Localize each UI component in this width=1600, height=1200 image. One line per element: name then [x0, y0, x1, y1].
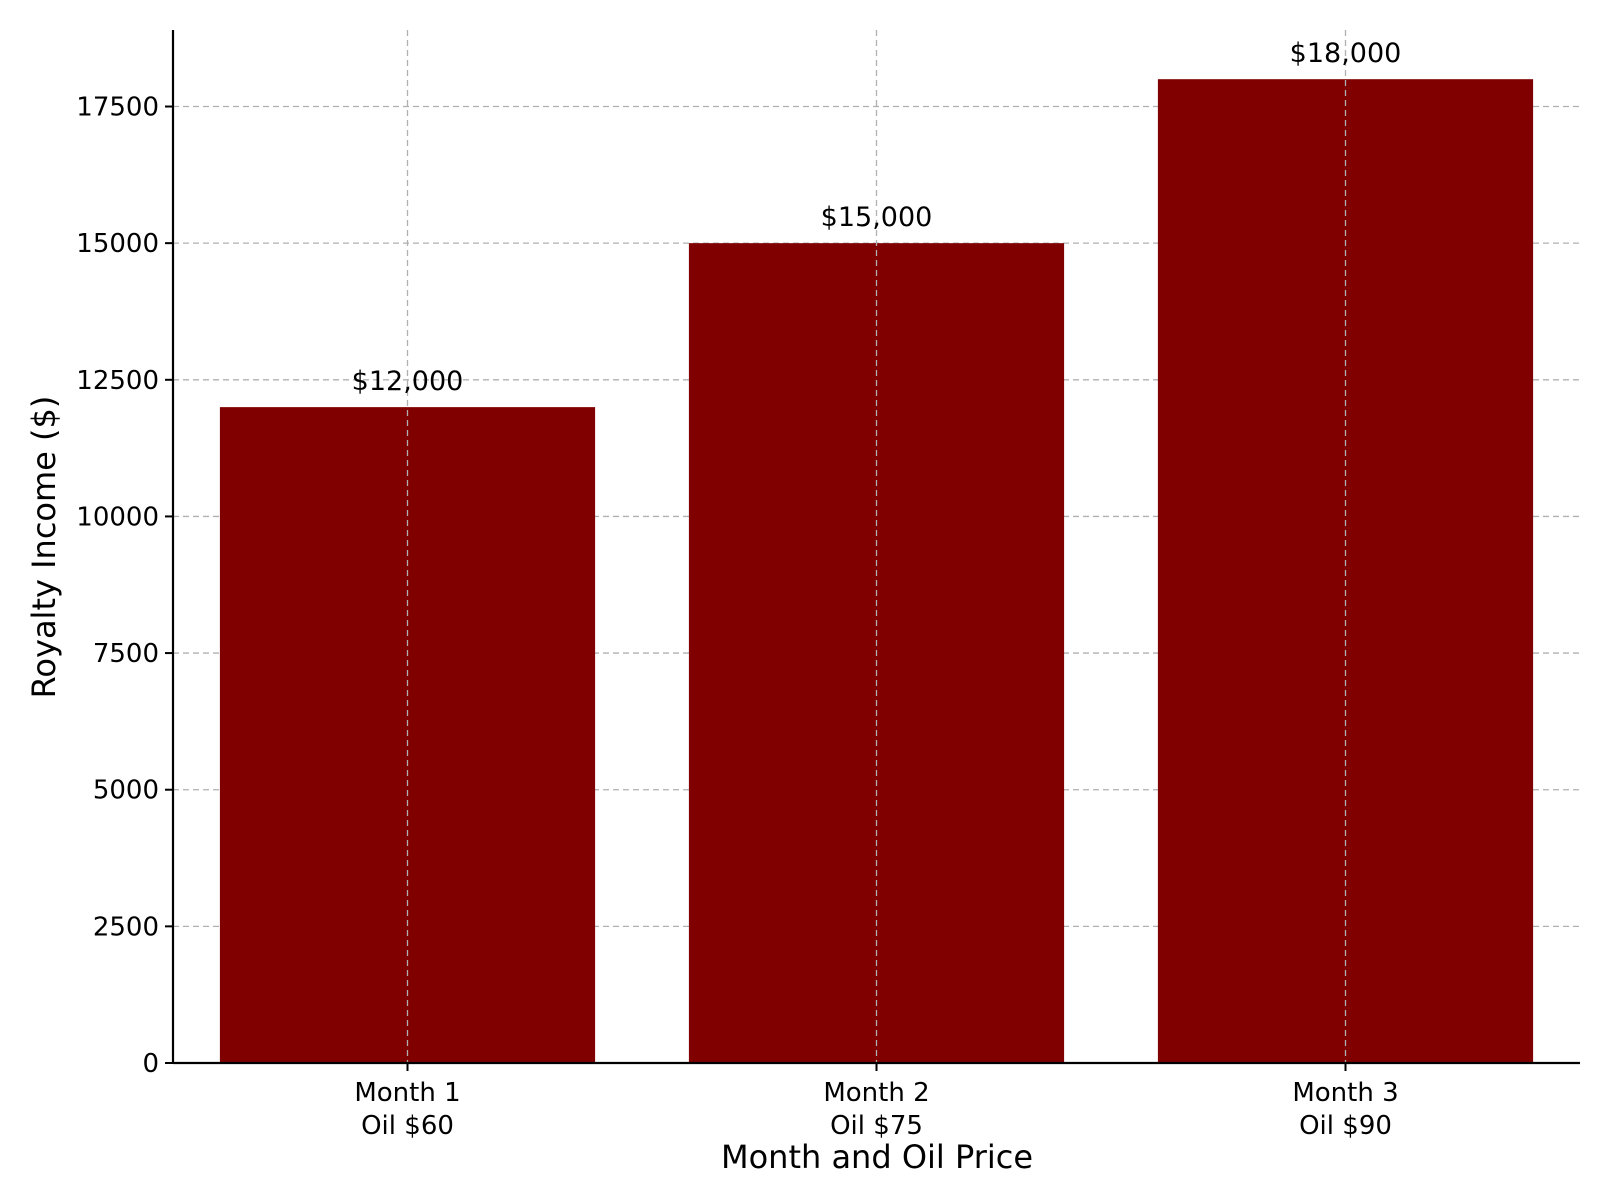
- bar-value-label: $12,000: [352, 366, 464, 397]
- labels-layer: 0 2500 5000 7500 10000 12500 15000 17500 $12,000…: [76, 38, 1401, 1141]
- x-tick-label: Oil $60: [361, 1111, 454, 1141]
- x-tick-label: Month 1: [354, 1078, 460, 1108]
- x-tick-label: Oil $90: [1299, 1111, 1392, 1141]
- y-tick-label: 5000: [93, 776, 159, 806]
- x-axis-title: Month and Oil Price: [721, 1138, 1033, 1176]
- x-grid-layer: [406, 30, 1347, 1063]
- x-tick-label: Month 3: [1292, 1078, 1398, 1108]
- axes-layer: [165, 30, 1580, 1071]
- y-tick-label: 15000: [76, 229, 159, 259]
- x-tick-label: Oil $75: [830, 1111, 923, 1141]
- y-tick-label: 7500: [93, 639, 159, 669]
- x-tick-label: Month 2: [823, 1078, 929, 1108]
- y-tick-label: 17500: [76, 93, 159, 123]
- bar-value-label: $15,000: [821, 202, 933, 233]
- y-tick-label: 10000: [76, 502, 159, 532]
- bar-value-label: $18,000: [1290, 38, 1402, 69]
- y-tick-label: 2500: [93, 912, 159, 942]
- y-tick-label: 12500: [76, 366, 159, 396]
- y-tick-label: 0: [142, 1049, 159, 1079]
- y-axis-title: Royalty Income ($): [25, 396, 63, 699]
